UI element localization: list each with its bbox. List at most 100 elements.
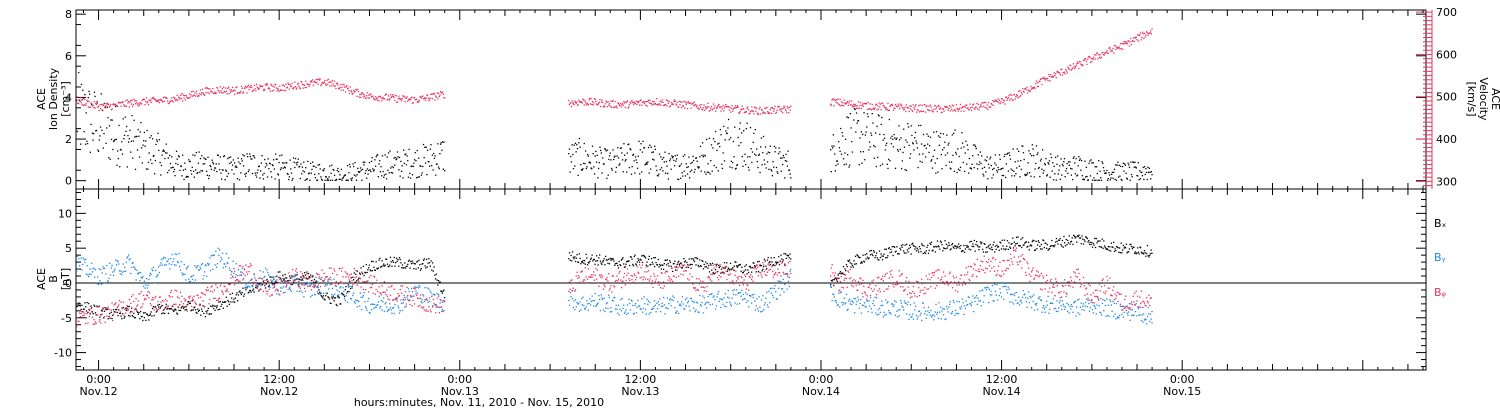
density-point bbox=[1094, 166, 1096, 168]
magnetic-field-point-1 bbox=[364, 301, 366, 303]
density-point bbox=[623, 154, 626, 156]
magnetic-field-point-0 bbox=[615, 262, 617, 265]
density-point bbox=[145, 140, 147, 142]
magnetic-field-point-0 bbox=[230, 301, 232, 303]
magnetic-field-point-0 bbox=[1012, 247, 1015, 249]
magnetic-field-point-1 bbox=[242, 279, 244, 281]
velocity-point bbox=[621, 102, 624, 104]
magnetic-field-point-0 bbox=[590, 257, 593, 259]
density-point bbox=[758, 153, 761, 155]
velocity-point bbox=[1036, 85, 1038, 88]
magnetic-field-point-1 bbox=[891, 303, 894, 305]
velocity-point bbox=[668, 100, 670, 102]
density-point bbox=[839, 150, 841, 152]
density-point bbox=[359, 167, 362, 169]
magnetic-field-point-0 bbox=[76, 305, 78, 308]
magnetic-field-point-0 bbox=[695, 264, 697, 266]
density-point bbox=[1086, 175, 1088, 178]
velocity-point bbox=[87, 106, 89, 108]
magnetic-field-point-1 bbox=[346, 301, 349, 303]
velocity-point bbox=[194, 92, 196, 94]
density-point bbox=[726, 132, 728, 135]
density-point bbox=[572, 153, 574, 156]
magnetic-field-point-1 bbox=[124, 266, 126, 269]
velocity-point bbox=[161, 100, 163, 102]
velocity-point bbox=[1138, 34, 1140, 36]
velocity-point bbox=[171, 97, 173, 99]
velocity-point bbox=[883, 106, 886, 108]
velocity-point bbox=[858, 107, 860, 109]
density-point bbox=[214, 167, 216, 169]
magnetic-field-point-0 bbox=[653, 257, 655, 259]
magnetic-field-point-1 bbox=[765, 297, 767, 299]
density-point bbox=[633, 160, 635, 162]
velocity-point bbox=[218, 90, 220, 92]
density-point bbox=[926, 133, 928, 135]
density-point bbox=[660, 167, 663, 169]
density-point bbox=[76, 130, 78, 133]
density-point bbox=[937, 171, 939, 173]
density-point bbox=[232, 159, 234, 161]
density-point bbox=[1096, 172, 1098, 175]
velocity-point bbox=[859, 104, 861, 107]
magnetic-field-point-0 bbox=[85, 310, 88, 312]
density-point bbox=[712, 147, 714, 149]
magnetic-field-point-0 bbox=[85, 306, 87, 308]
magnetic-field-point-0 bbox=[162, 312, 164, 314]
density-point bbox=[907, 126, 910, 128]
magnetic-field-point-1 bbox=[851, 300, 854, 302]
magnetic-field-point-1 bbox=[337, 294, 340, 296]
magnetic-field-point-0 bbox=[714, 269, 717, 271]
magnetic-field-point-1 bbox=[893, 304, 895, 306]
velocity-point bbox=[747, 106, 749, 108]
velocity-point bbox=[953, 109, 955, 111]
velocity-point bbox=[932, 111, 934, 113]
magnetic-field-point-0 bbox=[712, 272, 714, 274]
magnetic-field-point-1 bbox=[364, 306, 367, 308]
magnetic-field-point-0 bbox=[772, 264, 775, 266]
density-point bbox=[1015, 167, 1018, 169]
magnetic-field-point-0 bbox=[737, 265, 739, 267]
magnetic-field-point-1 bbox=[639, 307, 641, 310]
velocity-point bbox=[782, 107, 784, 109]
density-point bbox=[169, 154, 171, 157]
velocity-point bbox=[1092, 58, 1094, 61]
velocity-point bbox=[270, 84, 273, 87]
velocity-point bbox=[423, 98, 425, 100]
density-point bbox=[774, 151, 776, 153]
magnetic-field-point-0 bbox=[978, 248, 980, 251]
velocity-point bbox=[784, 106, 786, 108]
magnetic-field-point-1 bbox=[690, 297, 693, 300]
magnetic-field-point-1 bbox=[687, 300, 690, 302]
density-point bbox=[134, 168, 137, 171]
velocity-point bbox=[1005, 96, 1007, 99]
magnetic-field-point-1 bbox=[349, 285, 351, 287]
velocity-point bbox=[426, 94, 429, 97]
magnetic-field-point-0 bbox=[1022, 244, 1024, 246]
velocity-point bbox=[365, 97, 367, 99]
density-point bbox=[766, 153, 768, 155]
magnetic-field-point-1 bbox=[906, 304, 909, 306]
magnetic-field-point-1 bbox=[919, 314, 921, 316]
velocity-point bbox=[675, 103, 677, 105]
density-point bbox=[1059, 178, 1062, 180]
density-point bbox=[384, 154, 386, 156]
magnetic-field-point-0 bbox=[89, 313, 91, 315]
magnetic-field-point-0 bbox=[650, 263, 652, 266]
velocity-point bbox=[674, 100, 676, 102]
velocity-point bbox=[398, 95, 400, 97]
density-point bbox=[1102, 166, 1105, 169]
velocity-point bbox=[164, 97, 167, 99]
density-point bbox=[701, 154, 703, 157]
magnetic-field-point-0 bbox=[443, 289, 445, 291]
density-point bbox=[658, 173, 660, 175]
velocity-point bbox=[181, 93, 183, 95]
density-point bbox=[723, 160, 726, 162]
velocity-point bbox=[947, 109, 949, 111]
velocity-point bbox=[213, 92, 215, 95]
magnetic-field-point-1 bbox=[585, 306, 587, 308]
magnetic-field-point-0 bbox=[1004, 249, 1006, 251]
density-point bbox=[1121, 179, 1123, 181]
velocity-point bbox=[1049, 80, 1051, 82]
magnetic-field-point-1 bbox=[365, 307, 368, 309]
